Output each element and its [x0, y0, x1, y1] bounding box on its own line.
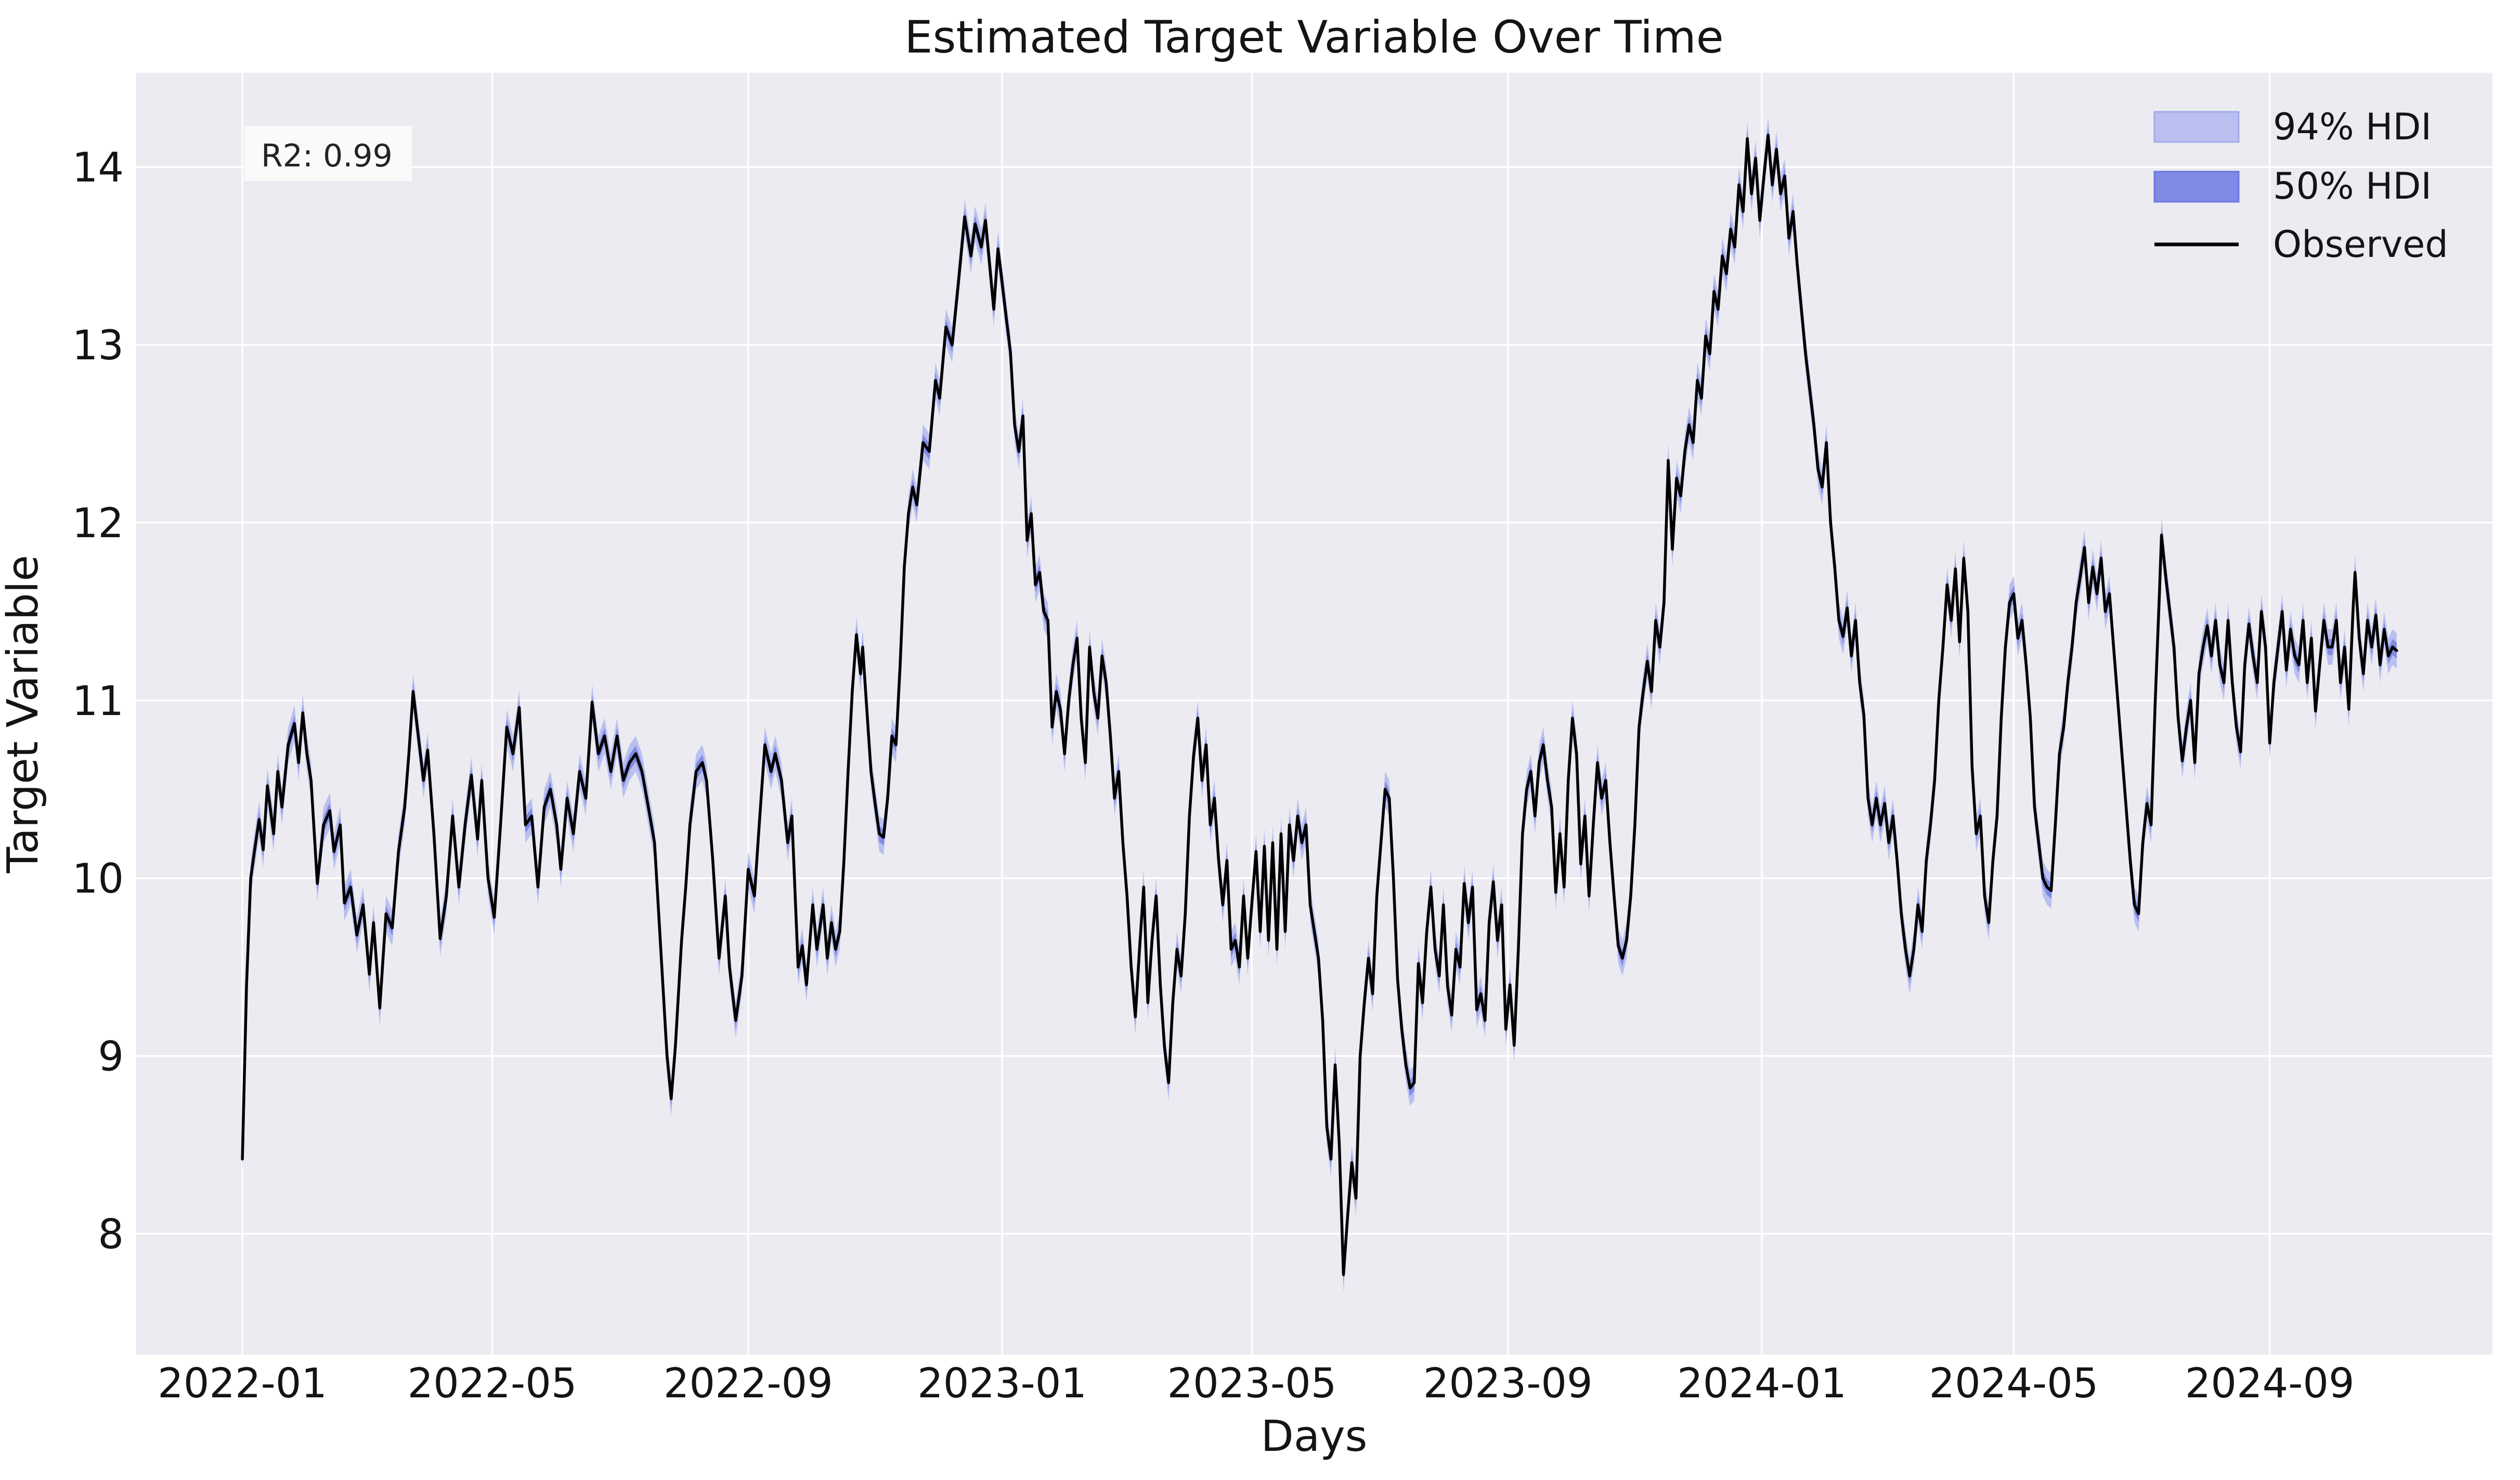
x-tick-label: 2022-09 — [664, 1360, 833, 1407]
plot-background — [136, 73, 2492, 1355]
legend: 94% HDI 50% HDI Observed — [2153, 106, 2448, 266]
x-tick-label: 2023-05 — [1167, 1360, 1336, 1407]
y-tick-label: 10 — [72, 856, 124, 903]
annotation-r2: R2: 0.99 — [244, 126, 412, 181]
x-tick-label: 2024-01 — [1677, 1360, 1847, 1407]
y-tick-label: 8 — [98, 1212, 124, 1258]
legend-swatch-50-hdi — [2153, 171, 2240, 203]
legend-label-50-hdi: 50% HDI — [2273, 165, 2432, 207]
x-tick-label: 2022-05 — [408, 1360, 577, 1407]
observed-line — [241, 133, 2398, 1276]
legend-label-94-hdi: 94% HDI — [2273, 106, 2432, 148]
legend-swatch-94-hdi — [2153, 111, 2240, 143]
x-tick-label: 2023-01 — [917, 1360, 1087, 1407]
y-tick-label: 9 — [98, 1034, 124, 1081]
x-tick-labels: 2022-01 2022-05 2022-09 2023-01 2023-05 2023-… — [158, 1360, 2355, 1407]
x-tick-label: 2024-05 — [1929, 1360, 2098, 1407]
gridlines — [136, 73, 2492, 1355]
annotation-r2-box — [244, 126, 412, 181]
y-tick-label: 14 — [72, 145, 124, 191]
x-tick-label: 2022-01 — [158, 1360, 327, 1407]
x-tick-label: 2024-09 — [2185, 1360, 2355, 1407]
x-tick-label: 2023-09 — [1423, 1360, 1593, 1407]
legend-label-observed: Observed — [2273, 223, 2448, 266]
x-axis-label: Days — [1261, 1412, 1368, 1461]
annotation-r2-text: R2: 0.99 — [261, 138, 393, 174]
y-axis-label: Target Variable — [0, 555, 48, 874]
y-tick-label: 12 — [72, 500, 124, 547]
y-tick-label: 11 — [72, 678, 124, 725]
y-tick-labels: 8 9 10 11 12 13 14 — [72, 145, 124, 1258]
y-tick-label: 13 — [72, 322, 124, 369]
chart-title: Estimated Target Variable Over Time — [904, 11, 1723, 63]
